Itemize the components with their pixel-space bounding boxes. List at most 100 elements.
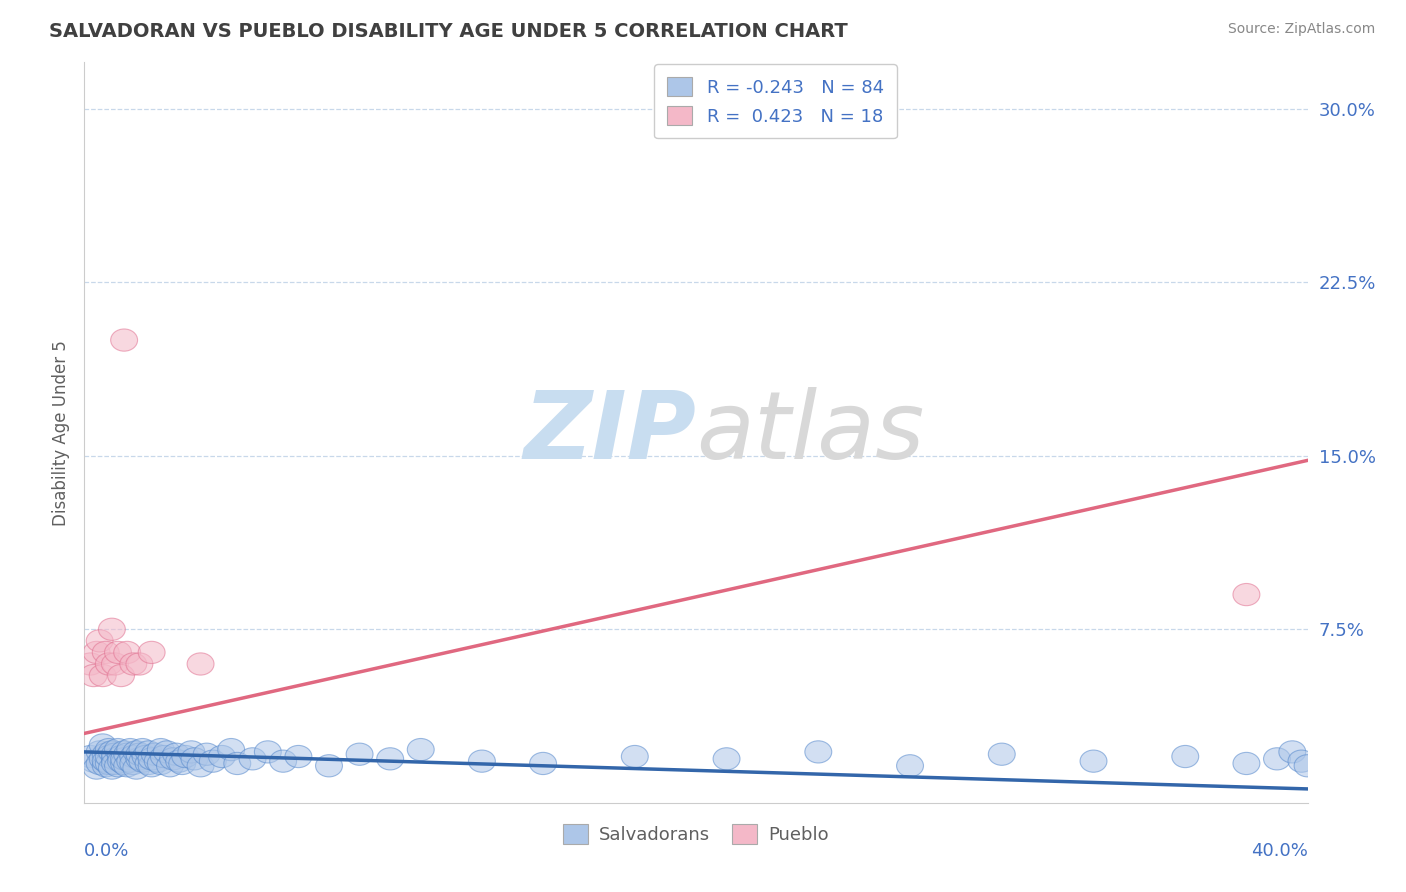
- Ellipse shape: [160, 747, 187, 770]
- Ellipse shape: [129, 739, 156, 761]
- Ellipse shape: [163, 743, 190, 765]
- Ellipse shape: [135, 740, 162, 763]
- Ellipse shape: [83, 757, 110, 780]
- Ellipse shape: [104, 641, 131, 664]
- Ellipse shape: [138, 755, 165, 777]
- Ellipse shape: [108, 746, 135, 768]
- Ellipse shape: [122, 757, 150, 780]
- Text: ZIP: ZIP: [523, 386, 696, 479]
- Ellipse shape: [1279, 740, 1306, 763]
- Text: 40.0%: 40.0%: [1251, 842, 1308, 860]
- Ellipse shape: [122, 740, 150, 763]
- Ellipse shape: [200, 750, 226, 772]
- Ellipse shape: [120, 746, 146, 768]
- Ellipse shape: [93, 743, 120, 765]
- Ellipse shape: [127, 743, 153, 765]
- Ellipse shape: [239, 747, 266, 770]
- Ellipse shape: [285, 746, 312, 768]
- Ellipse shape: [93, 755, 120, 777]
- Ellipse shape: [96, 653, 122, 675]
- Ellipse shape: [114, 641, 141, 664]
- Text: SALVADORAN VS PUEBLO DISABILITY AGE UNDER 5 CORRELATION CHART: SALVADORAN VS PUEBLO DISABILITY AGE UNDE…: [49, 22, 848, 41]
- Ellipse shape: [138, 641, 165, 664]
- Ellipse shape: [135, 752, 162, 774]
- Ellipse shape: [111, 740, 138, 763]
- Ellipse shape: [108, 750, 135, 772]
- Ellipse shape: [166, 750, 193, 772]
- Ellipse shape: [120, 752, 146, 774]
- Ellipse shape: [153, 740, 180, 763]
- Ellipse shape: [181, 747, 208, 770]
- Ellipse shape: [77, 746, 104, 768]
- Ellipse shape: [111, 329, 138, 351]
- Ellipse shape: [254, 740, 281, 763]
- Ellipse shape: [98, 740, 125, 763]
- Ellipse shape: [1171, 746, 1199, 768]
- Ellipse shape: [148, 739, 174, 761]
- Ellipse shape: [98, 757, 125, 780]
- Ellipse shape: [187, 653, 214, 675]
- Ellipse shape: [108, 665, 135, 687]
- Ellipse shape: [120, 653, 146, 675]
- Ellipse shape: [77, 653, 104, 675]
- Ellipse shape: [101, 747, 128, 770]
- Ellipse shape: [156, 755, 183, 777]
- Ellipse shape: [224, 752, 250, 774]
- Ellipse shape: [117, 739, 143, 761]
- Ellipse shape: [1080, 750, 1107, 772]
- Ellipse shape: [93, 641, 120, 664]
- Ellipse shape: [86, 740, 112, 763]
- Ellipse shape: [150, 746, 177, 768]
- Ellipse shape: [172, 746, 198, 768]
- Ellipse shape: [114, 743, 141, 765]
- Ellipse shape: [89, 665, 117, 687]
- Text: 0.0%: 0.0%: [84, 842, 129, 860]
- Ellipse shape: [114, 755, 141, 777]
- Ellipse shape: [101, 653, 128, 675]
- Ellipse shape: [713, 747, 740, 770]
- Ellipse shape: [86, 630, 112, 652]
- Ellipse shape: [408, 739, 434, 761]
- Ellipse shape: [132, 746, 159, 768]
- Ellipse shape: [93, 750, 120, 772]
- Text: Source: ZipAtlas.com: Source: ZipAtlas.com: [1227, 22, 1375, 37]
- Ellipse shape: [80, 750, 107, 772]
- Ellipse shape: [117, 750, 143, 772]
- Ellipse shape: [218, 739, 245, 761]
- Ellipse shape: [138, 747, 165, 770]
- Ellipse shape: [111, 747, 138, 770]
- Ellipse shape: [804, 740, 832, 763]
- Ellipse shape: [148, 752, 174, 774]
- Ellipse shape: [89, 734, 117, 756]
- Ellipse shape: [98, 618, 125, 640]
- Ellipse shape: [1233, 583, 1260, 606]
- Ellipse shape: [104, 755, 131, 777]
- Ellipse shape: [80, 665, 107, 687]
- Ellipse shape: [468, 750, 495, 772]
- Ellipse shape: [111, 752, 138, 774]
- Ellipse shape: [1294, 755, 1322, 777]
- Ellipse shape: [346, 743, 373, 765]
- Ellipse shape: [530, 752, 557, 774]
- Ellipse shape: [315, 755, 343, 777]
- Ellipse shape: [96, 746, 122, 768]
- Ellipse shape: [101, 743, 128, 765]
- Ellipse shape: [96, 752, 122, 774]
- Ellipse shape: [104, 739, 131, 761]
- Ellipse shape: [208, 746, 235, 768]
- Ellipse shape: [86, 752, 112, 774]
- Ellipse shape: [127, 653, 153, 675]
- Ellipse shape: [1264, 747, 1291, 770]
- Ellipse shape: [193, 743, 221, 765]
- Text: atlas: atlas: [696, 387, 924, 478]
- Y-axis label: Disability Age Under 5: Disability Age Under 5: [52, 340, 70, 525]
- Ellipse shape: [127, 747, 153, 770]
- Ellipse shape: [621, 746, 648, 768]
- Ellipse shape: [988, 743, 1015, 765]
- Ellipse shape: [101, 752, 128, 774]
- Ellipse shape: [83, 641, 110, 664]
- Ellipse shape: [145, 750, 172, 772]
- Ellipse shape: [96, 739, 122, 761]
- Ellipse shape: [1288, 750, 1315, 772]
- Ellipse shape: [179, 740, 205, 763]
